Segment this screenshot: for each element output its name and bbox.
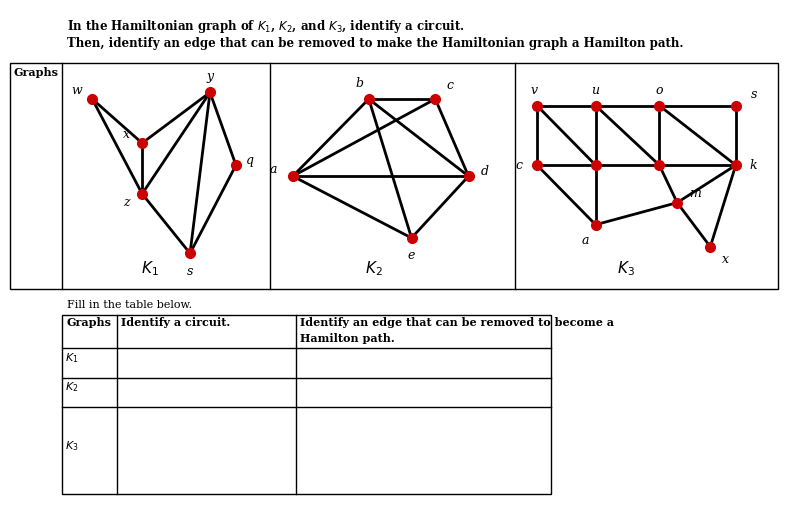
Text: b: b: [355, 77, 363, 90]
Text: d: d: [481, 165, 489, 178]
Text: Fill in the table below.: Fill in the table below.: [67, 300, 193, 310]
Text: x: x: [722, 254, 729, 267]
Text: In the Hamiltonian graph of $\mathit{K_1}$, $\mathit{K_2}$, and $\mathit{K_3}$, : In the Hamiltonian graph of $\mathit{K_1…: [67, 18, 465, 35]
Text: $K_1$: $K_1$: [65, 351, 79, 365]
Text: m: m: [689, 187, 701, 200]
Text: $K_3$: $K_3$: [617, 259, 635, 278]
Text: $K_1$: $K_1$: [141, 259, 159, 278]
Text: z: z: [123, 196, 129, 209]
Text: Identify an edge that can be removed to become a: Identify an edge that can be removed to …: [300, 317, 614, 329]
Text: u: u: [592, 84, 600, 97]
Text: w: w: [71, 84, 81, 97]
Text: q: q: [246, 154, 254, 167]
Text: o: o: [656, 84, 663, 97]
Text: Graphs: Graphs: [66, 317, 111, 329]
Text: Identify a circuit.: Identify a circuit.: [121, 317, 230, 329]
Text: $K_2$: $K_2$: [65, 380, 79, 394]
Text: $K_3$: $K_3$: [65, 439, 79, 453]
Text: s: s: [750, 88, 757, 101]
Text: k: k: [750, 159, 757, 172]
Text: v: v: [531, 84, 538, 97]
Text: Graphs: Graphs: [13, 67, 58, 79]
Text: c: c: [446, 79, 453, 92]
Text: s: s: [187, 265, 193, 277]
Text: a: a: [270, 163, 278, 176]
Text: a: a: [581, 234, 589, 246]
Text: c: c: [516, 159, 522, 172]
Text: $K_2$: $K_2$: [365, 259, 383, 278]
Text: Hamilton path.: Hamilton path.: [300, 333, 394, 344]
Text: Then, identify an edge that can be removed to make the Hamiltonian graph a Hamil: Then, identify an edge that can be remov…: [67, 37, 683, 50]
Text: y: y: [207, 70, 214, 84]
Text: e: e: [408, 249, 415, 262]
Text: x: x: [122, 128, 129, 141]
